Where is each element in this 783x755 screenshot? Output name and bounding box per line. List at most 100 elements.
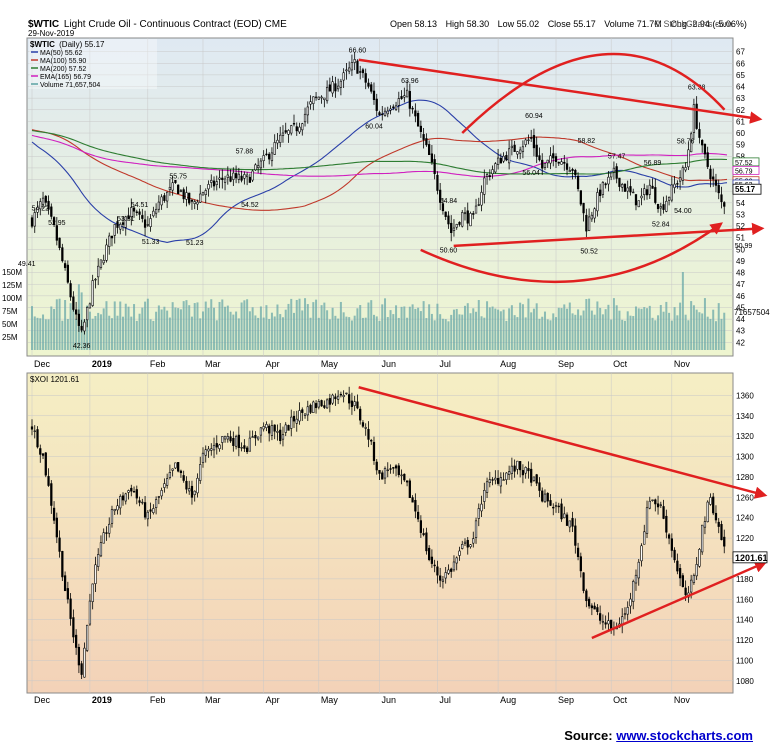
wtic-candle-body — [405, 89, 409, 98]
volume-bar — [447, 321, 450, 350]
xoi-candle-body — [678, 568, 682, 579]
xoi-candle-body — [623, 613, 627, 616]
xoi-candle-body — [604, 622, 607, 625]
x-tick-label: Aug — [500, 695, 516, 705]
xoi-candle-body — [63, 575, 67, 592]
legend-label: EMA(165) 56.79 — [40, 74, 91, 81]
wtic-candle-body — [596, 192, 599, 212]
y-tick-label: 59 — [736, 141, 745, 150]
ema165-line — [31, 134, 728, 178]
xoi-candle-body — [626, 607, 629, 615]
xoi-candle-body — [301, 409, 304, 413]
volume-bar — [345, 316, 348, 350]
volume-tick-label: 125M — [2, 281, 22, 290]
wtic-candle-body — [33, 212, 36, 227]
volume-bar — [66, 319, 69, 350]
xoi-candle-body — [113, 508, 116, 512]
wtic-candle-body — [69, 283, 72, 298]
wtic-candle-body — [643, 188, 646, 196]
xoi-candle-body — [394, 465, 398, 469]
wtic-candle-body — [356, 60, 359, 74]
xoi-candle-body — [405, 480, 409, 483]
volume-bar — [356, 308, 359, 350]
wtic-candle-body — [612, 167, 616, 173]
y-tick-label: 1340 — [736, 412, 754, 421]
wtic-candle-body — [579, 190, 582, 205]
xoi-candle-body — [121, 495, 125, 501]
volume-bar — [306, 304, 309, 350]
wtic-candle-body — [519, 149, 522, 154]
volume-bar — [149, 319, 152, 350]
wtic-candle-body — [607, 176, 610, 185]
wtic-candle-body — [563, 161, 566, 164]
xoi-candle-body — [290, 416, 293, 429]
xoi-candle-body — [273, 424, 276, 432]
xoi-candle-body — [400, 474, 403, 477]
volume-bar — [290, 298, 293, 350]
volume-bar — [141, 307, 144, 350]
y-tick-label: 54 — [736, 199, 745, 208]
volume-bar — [235, 311, 238, 350]
volume-bar — [488, 307, 491, 350]
xoi-candle-body — [701, 524, 704, 553]
xoi-candle-body — [72, 617, 75, 638]
xoi-candle-body — [524, 467, 527, 474]
xoi-candle-body — [33, 430, 36, 432]
wtic-candle-body — [684, 167, 687, 171]
volume-bar — [673, 307, 676, 350]
xoi-candle-body — [532, 476, 536, 481]
xoi-candle-body — [204, 449, 207, 456]
wtic-price-annotations: 54.22 52.95 49.41 42.36 53.31 54.51 51.33 55.75… — [18, 47, 752, 350]
wtic-candle-body — [259, 160, 263, 169]
source-link[interactable]: www.stockcharts.com — [616, 728, 753, 743]
volume-bar — [475, 311, 478, 350]
volume-bar — [524, 317, 527, 350]
y-tick-label: 52 — [736, 222, 745, 231]
wtic-candle-body — [654, 187, 657, 203]
xoi-candle-body — [361, 422, 365, 427]
xoi-candle-body — [665, 515, 668, 533]
xoi-candle-body — [648, 500, 651, 509]
volume-bar — [621, 319, 624, 350]
xoi-candle-body — [254, 434, 257, 439]
xoi-candle-body — [350, 400, 354, 407]
volume-bar — [665, 301, 668, 350]
xoi-candle-body — [447, 569, 450, 574]
xoi-candle-body — [530, 468, 533, 483]
volume-bar — [505, 320, 508, 350]
xoi-candle-body — [52, 507, 56, 521]
volume-bar — [430, 313, 433, 350]
volume-bar — [425, 318, 428, 350]
volume-bar — [709, 318, 712, 350]
xoi-candle-body — [720, 524, 723, 541]
volume-bar — [168, 317, 171, 350]
wtic-candle-body — [621, 184, 624, 188]
xoi-candle-body — [132, 491, 136, 493]
volume-bar — [466, 303, 469, 350]
xoi-candle-body — [262, 426, 265, 430]
wtic-candle-body — [334, 83, 337, 92]
volume-bar — [406, 317, 409, 350]
volume-bar — [331, 307, 334, 350]
volume-bar — [381, 304, 384, 350]
wtic-candle-body — [331, 81, 334, 94]
wtic-candle-body — [502, 155, 505, 162]
xoi-candle-body — [303, 413, 307, 416]
wtic-candle-body — [505, 155, 508, 161]
wtic-candle-body — [146, 224, 149, 226]
volume-bar — [458, 314, 461, 350]
wtic-candle-body — [314, 96, 318, 99]
volume-bar — [39, 318, 42, 350]
xoi-candle-body — [259, 427, 263, 436]
wtic-candle-body — [712, 176, 715, 180]
y-tick-label: 65 — [736, 71, 745, 80]
wtic-candle-body — [149, 218, 152, 227]
xoi-candle-body — [676, 560, 679, 572]
volume-bar — [301, 310, 304, 350]
volume-bar — [527, 298, 530, 350]
wtic-candle-body — [659, 206, 662, 209]
volume-bar — [599, 307, 602, 350]
volume-bar — [254, 315, 257, 350]
x-tick-label: Sep — [558, 359, 574, 369]
volume-bar — [701, 313, 704, 350]
